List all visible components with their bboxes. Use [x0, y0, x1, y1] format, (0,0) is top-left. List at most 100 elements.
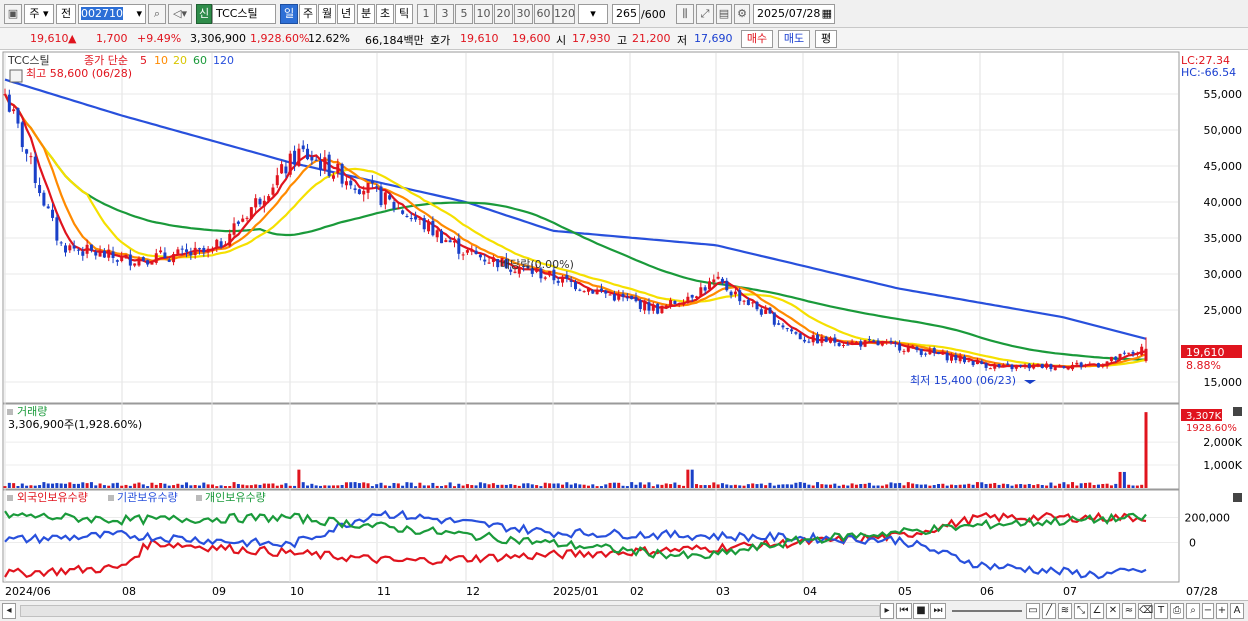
interval-10[interactable]: 10 — [474, 4, 493, 24]
price-tick-label: 25,000 — [1204, 304, 1243, 317]
forward-icon[interactable]: ⏭ — [930, 603, 946, 619]
market-select[interactable]: 주 ▾ — [24, 4, 54, 24]
candle-body — [1049, 364, 1053, 369]
tool-trend-icon[interactable]: ⤡ — [1074, 603, 1088, 619]
interval-120[interactable]: 120 — [553, 4, 575, 24]
toolbar: ▣ 주 ▾ 전 002710 ▾ ⌕ ◁▾ 신 TCC스틸 일 주 월 년 분 초… — [0, 0, 1248, 28]
scroll-left-arrow-icon[interactable]: ◂ — [2, 603, 16, 619]
volume-bar — [764, 485, 768, 488]
tool-wave-icon[interactable]: ≈ — [1122, 603, 1136, 619]
period-minute-tab[interactable]: 분 — [357, 4, 375, 24]
type-toggle[interactable]: 전 — [56, 4, 76, 24]
font-size-icon[interactable]: A — [1230, 603, 1244, 619]
period-tick-tab[interactable]: 틱 — [395, 4, 413, 24]
speaker-icon[interactable]: ◁▾ — [168, 4, 192, 24]
interval-3[interactable]: 3 — [436, 4, 454, 24]
zoom-search-icon[interactable]: ⌕ — [1186, 603, 1200, 619]
volume-bar — [712, 482, 716, 488]
volume-value: 3,306,900 — [190, 32, 246, 45]
draw-tool-icon[interactable]: ⤢ — [696, 4, 714, 24]
low-marker-label: 최저 15,400 (06/23) — [910, 374, 1016, 387]
volume-bar — [197, 485, 201, 488]
candle-body — [1140, 346, 1144, 355]
tool-angle-icon[interactable]: ∠ — [1090, 603, 1104, 619]
tool-fib-icon[interactable]: ≋ — [1058, 603, 1072, 619]
stop-icon[interactable]: ■ — [913, 603, 929, 619]
period-week-tab[interactable]: 주 — [299, 4, 317, 24]
tool-line-icon[interactable]: ╱ — [1042, 603, 1056, 619]
window-menu-icon[interactable]: ▣ — [4, 4, 22, 24]
investor-panel-close-icon[interactable] — [1233, 493, 1242, 502]
zoom-out-icon[interactable]: − — [1202, 603, 1214, 619]
volume-bar — [310, 483, 314, 488]
tool-print-icon[interactable]: ⎙ — [1170, 603, 1184, 619]
candle-body — [928, 349, 932, 355]
chevron-down-icon: ▾ — [590, 7, 596, 20]
candle-body — [669, 300, 673, 306]
search-icon[interactable]: ⌕ — [148, 4, 166, 24]
tool-rect-icon[interactable]: ▭ — [1026, 603, 1040, 619]
volume-bar — [180, 484, 184, 488]
candle-body — [111, 251, 115, 258]
zoom-in-icon[interactable]: + — [1216, 603, 1228, 619]
candle-body — [608, 294, 612, 296]
volume-panel-close-icon[interactable] — [1233, 407, 1242, 416]
gear-icon[interactable]: ⚙ — [734, 4, 750, 24]
volume-bar — [643, 484, 647, 488]
legend-institution: 기관보유수량 — [117, 491, 178, 504]
tool-text-icon[interactable]: T — [1154, 603, 1168, 619]
volume-bar — [323, 485, 327, 488]
scroll-right-arrow-icon[interactable]: ▸ — [880, 603, 894, 619]
candle-body — [638, 300, 642, 309]
candle-type-icon[interactable]: ⫼ — [676, 4, 694, 24]
eval-button[interactable]: 평 — [815, 30, 837, 48]
stock-code-input[interactable]: 002710 ▾ — [78, 4, 146, 24]
rewind-icon[interactable]: ⏮ — [896, 603, 912, 619]
volume-bar — [738, 485, 742, 488]
low-label: 저 — [677, 34, 688, 47]
x-tick-label: 09 — [212, 585, 226, 598]
count-input[interactable]: 265 — [612, 4, 640, 24]
interval-custom-select[interactable]: ▾ — [578, 4, 608, 24]
volume-bar — [1122, 471, 1126, 488]
interval-60[interactable]: 60 — [534, 4, 553, 24]
volume-bar — [850, 483, 854, 488]
interval-1[interactable]: 1 — [417, 4, 435, 24]
x-tick-label: 07 — [1063, 585, 1077, 598]
volume-bar — [1014, 484, 1018, 488]
date-input[interactable]: 2025/07/28 ▦ — [753, 4, 835, 24]
candle-body — [677, 303, 681, 305]
save-icon[interactable]: ▤ — [716, 4, 732, 24]
ma-legend-20: 20 — [173, 54, 187, 67]
interval-5[interactable]: 5 — [455, 4, 473, 24]
zoom-slider[interactable] — [952, 610, 1022, 612]
volume-bar — [950, 484, 954, 488]
calendar-icon[interactable] — [9, 69, 23, 83]
candle-body — [280, 164, 284, 174]
period-second-tab[interactable]: 초 — [376, 4, 394, 24]
period-year-tab[interactable]: 년 — [337, 4, 355, 24]
stock-name-field[interactable]: TCC스틸 — [212, 4, 276, 24]
candle-body — [228, 233, 232, 246]
x-tick-label: 08 — [122, 585, 136, 598]
period-month-tab[interactable]: 월 — [318, 4, 336, 24]
candle-body — [133, 263, 137, 266]
candle-body — [301, 145, 305, 150]
volume-bar — [414, 486, 418, 488]
interval-20[interactable]: 20 — [494, 4, 513, 24]
volume-percent: 1,928.60% — [250, 32, 310, 45]
volume-bar — [120, 485, 124, 488]
interval-30[interactable]: 30 — [514, 4, 533, 24]
volume-bar — [3, 486, 7, 488]
candle-body — [401, 210, 405, 214]
volume-bar — [1127, 484, 1131, 488]
sell-button[interactable]: 매도 — [778, 30, 810, 48]
price-panel — [2, 51, 1180, 404]
scroll-track[interactable] — [20, 605, 880, 617]
tool-cross-icon[interactable]: ✕ — [1106, 603, 1120, 619]
period-day-tab[interactable]: 일 — [280, 4, 298, 24]
volume-bar — [470, 485, 474, 488]
tool-eraser-icon[interactable]: ⌫ — [1138, 603, 1153, 619]
volume-bar — [971, 484, 975, 488]
buy-button[interactable]: 매수 — [741, 30, 773, 48]
